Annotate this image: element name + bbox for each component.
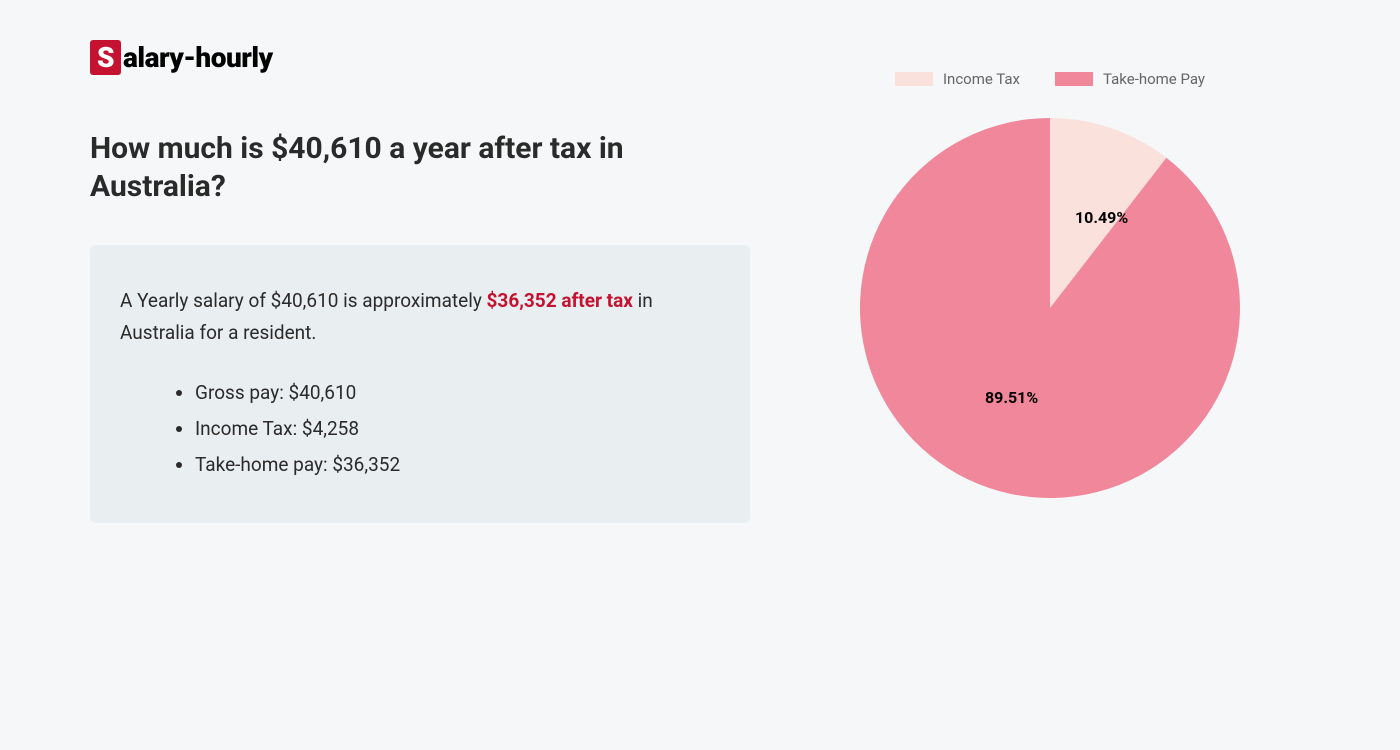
list-item: Income Tax: $4,258 (195, 411, 720, 447)
info-highlight: $36,352 after tax (487, 289, 633, 312)
info-box: A Yearly salary of $40,610 is approximat… (90, 245, 750, 523)
logo: Salary-hourly (90, 40, 273, 75)
legend-label: Income Tax (943, 70, 1020, 88)
legend-swatch-takehome (1055, 72, 1093, 86)
legend-label: Take-home Pay (1103, 70, 1205, 88)
legend-item: Take-home Pay (1055, 70, 1205, 88)
right-column: Income Tax Take-home Pay 10.49% 89.51% (830, 40, 1270, 523)
legend-swatch-income-tax (895, 72, 933, 86)
info-summary: A Yearly salary of $40,610 is approximat… (120, 285, 720, 350)
page-title: How much is $40,610 a year after tax in … (90, 130, 750, 205)
list-item: Gross pay: $40,610 (195, 375, 720, 411)
pie-svg (860, 108, 1240, 508)
chart-legend: Income Tax Take-home Pay (830, 70, 1270, 88)
bullet-list: Gross pay: $40,610 Income Tax: $4,258 Ta… (120, 375, 720, 483)
list-item: Take-home pay: $36,352 (195, 447, 720, 483)
legend-item: Income Tax (895, 70, 1020, 88)
pie-slice-label: 89.51% (985, 388, 1038, 407)
pie-slice-label: 10.49% (1075, 208, 1128, 227)
logo-s-badge: S (90, 40, 121, 75)
logo-text: alary-hourly (123, 41, 273, 74)
pie-chart: 10.49% 89.51% (860, 108, 1240, 508)
pie-slice (860, 118, 1240, 498)
info-text-before: A Yearly salary of $40,610 is approximat… (120, 289, 487, 312)
left-column: Salary-hourly How much is $40,610 a year… (90, 40, 750, 523)
main-container: Salary-hourly How much is $40,610 a year… (0, 0, 1400, 563)
